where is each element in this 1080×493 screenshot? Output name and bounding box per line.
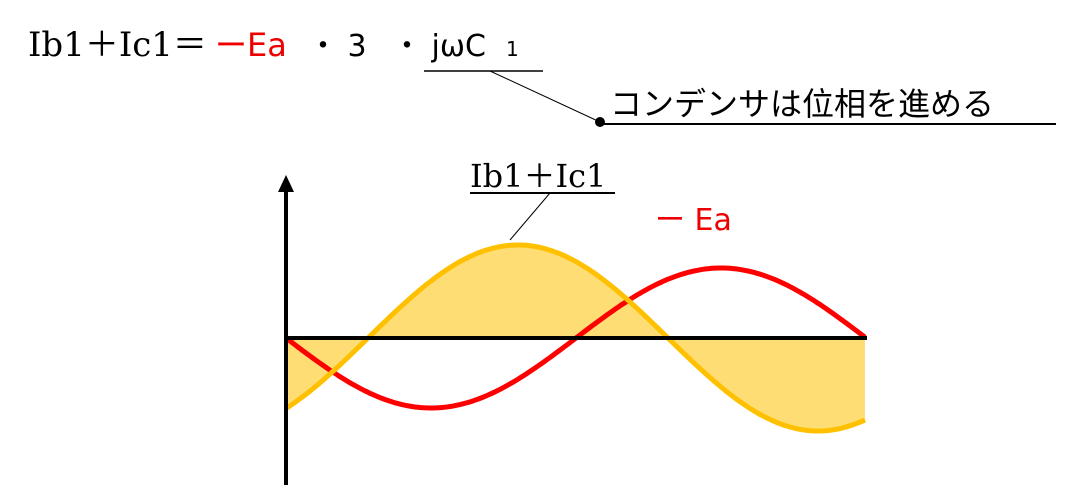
equation-jwc: ・ jωC (392, 29, 486, 64)
leader-dot (595, 117, 605, 127)
ea-label: ー Ea (655, 203, 732, 238)
equation-lhs: Ib1＋Ic1＝ (28, 25, 207, 65)
sum-label: Ib1＋Ic1 (470, 157, 606, 195)
equation-factor: ・ 3 (308, 29, 367, 64)
equation-subscript: 1 (506, 37, 519, 61)
equation-neg-ea: ーEa (215, 26, 287, 64)
leader-line (509, 192, 551, 241)
leader-line (489, 70, 601, 123)
axis-arrow (278, 175, 294, 192)
sum-wave (284, 242, 866, 434)
annotation: コンデンサは位相を進める (610, 85, 994, 123)
